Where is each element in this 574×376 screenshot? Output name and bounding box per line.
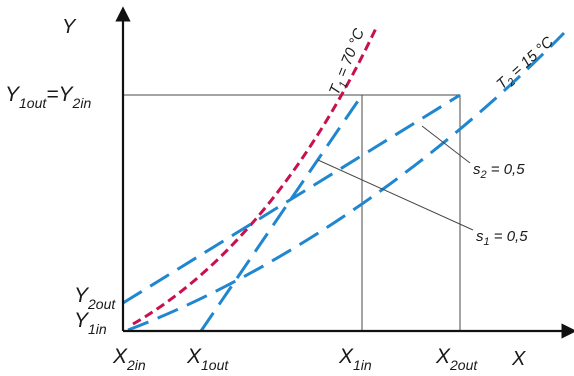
- leader-s2: [421, 125, 471, 164]
- y-tick-y1in: Y1in: [74, 309, 107, 337]
- annotation-s1: s1 = 0,5: [476, 228, 528, 248]
- y-tick-y1out-y2in: Y1out=Y2in: [5, 83, 91, 111]
- x-axis-label: X: [511, 348, 526, 370]
- equilibrium-curve-t1: [132, 25, 379, 326]
- y-axis-label: Y: [62, 16, 77, 38]
- operating-line-1: [199, 94, 364, 332]
- x-tick-x2out: X2out: [435, 345, 478, 373]
- curve-label-t2: T2 = 15 °C: [493, 33, 559, 95]
- curve-label-t1: T1 = 70 °C: [326, 26, 371, 99]
- x-tick-x1in: X1in: [338, 345, 372, 373]
- y-tick-y2out: Y2out: [74, 284, 116, 312]
- equilibrium-curve-t2: [127, 31, 566, 332]
- annotation-s2: s2 = 0,5: [473, 161, 525, 181]
- x-tick-x1out: X1out: [186, 345, 229, 373]
- operating-line-2: [122, 93, 461, 305]
- leader-s1: [317, 159, 474, 231]
- x-tick-x2in: X2in: [112, 345, 146, 373]
